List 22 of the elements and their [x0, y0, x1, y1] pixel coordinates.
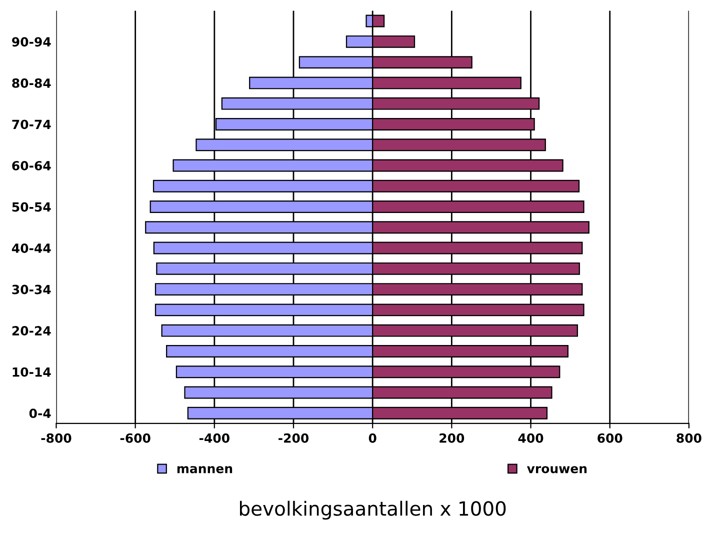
- x-tick-label: -600: [120, 433, 150, 443]
- y-tick-label: 30-34: [12, 284, 51, 294]
- x-tick-label: 200: [440, 433, 464, 443]
- y-tick-label: 90-94: [12, 37, 51, 47]
- legend-label: mannen: [177, 466, 232, 474]
- x-tick-label: 0: [368, 433, 376, 443]
- x-tick-label: 600: [598, 433, 622, 443]
- y-tick-label: 10-14: [12, 367, 51, 377]
- x-axis-title: bevolkingsaantallen x 1000: [240, 500, 506, 520]
- x-tick-label: -800: [41, 433, 72, 443]
- y-tick-label: 80-84: [12, 78, 51, 88]
- legend-label: vrouwen: [526, 466, 587, 474]
- x-tick-label: -200: [278, 433, 309, 443]
- y-tick-label: 20-24: [12, 326, 51, 336]
- y-tick-label: 50-54: [12, 202, 51, 212]
- x-tick-label: 800: [676, 433, 702, 443]
- x-tick-label: -400: [199, 433, 230, 443]
- x-tick-label: 400: [518, 433, 544, 443]
- y-tick-label: 60-64: [12, 160, 51, 170]
- y-tick-label: 0-4: [29, 408, 51, 418]
- y-tick-label: 70-74: [12, 120, 51, 130]
- y-tick-label: 40-44: [12, 244, 51, 253]
